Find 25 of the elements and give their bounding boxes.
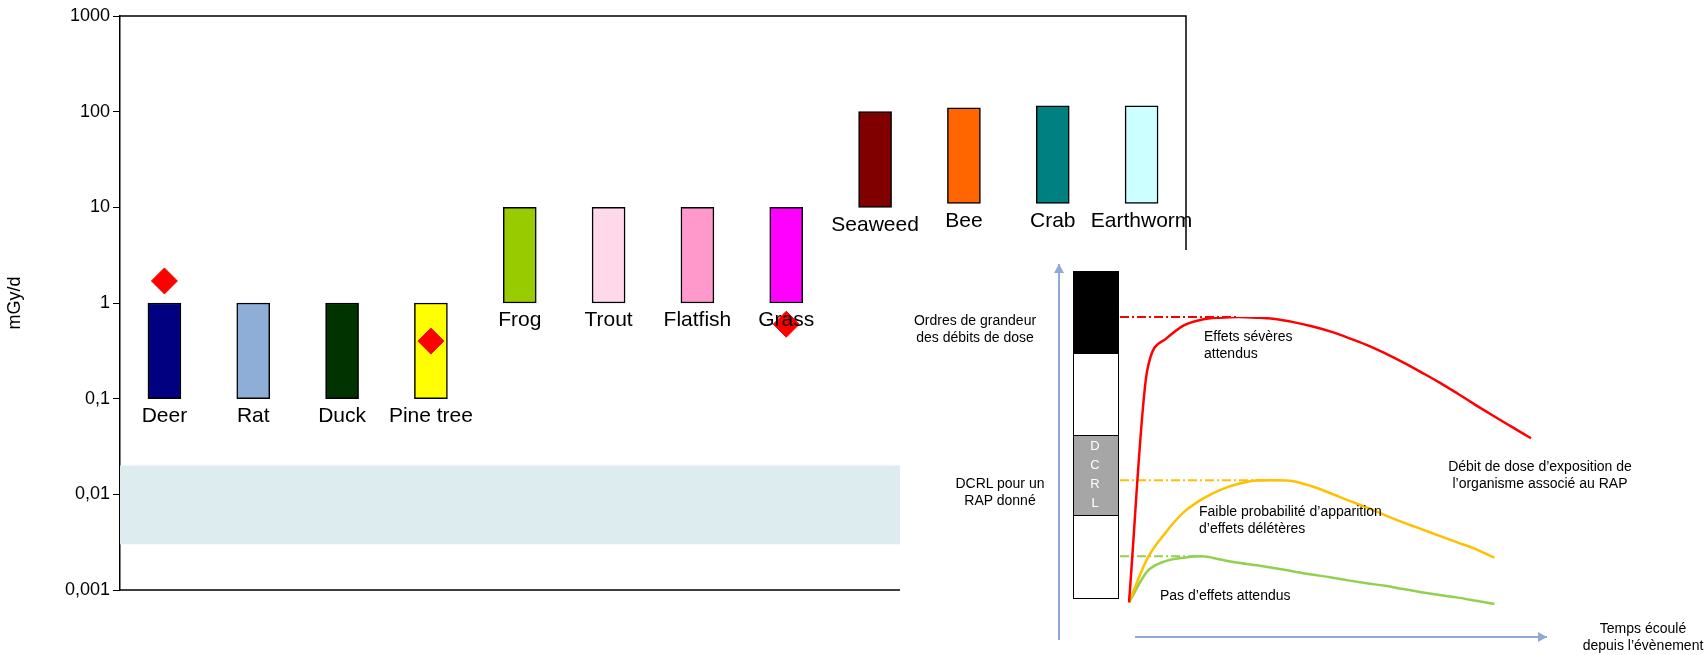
x-tick-label: Pine tree bbox=[388, 402, 473, 426]
annotation: Débit de dose d’exposition de l’organisme associé au RAP bbox=[1447, 458, 1633, 492]
x-tick-label: Deer bbox=[141, 402, 188, 426]
x-tick-label: Flatfish bbox=[663, 307, 732, 331]
annotation: Pas d’effets attendus bbox=[1160, 587, 1292, 604]
y-tick-label: 0,001 bbox=[64, 578, 110, 599]
x-tick-label: Crab bbox=[1029, 207, 1076, 231]
y-tick-label: 1000 bbox=[69, 4, 110, 25]
y-axis-title: mGy/d bbox=[3, 276, 24, 330]
y-tick-label: 0,01 bbox=[74, 483, 110, 504]
annotation: Ordres de grandeur des débits de dose bbox=[912, 312, 1038, 346]
annotation: DCRL bbox=[1089, 437, 1101, 512]
x-axis-title: Temps écoulé depuis l’évènement bbox=[1581, 620, 1705, 654]
x-tick-label: Rat bbox=[236, 402, 270, 426]
y-tick-label: 10 bbox=[89, 196, 110, 217]
x-tick-label: Trout bbox=[584, 307, 633, 331]
x-tick-label: Bee bbox=[945, 207, 983, 231]
annotation: DCRL pour un RAP donné bbox=[954, 475, 1046, 509]
y-tick-label: 1 bbox=[99, 291, 110, 312]
y-tick-label: 100 bbox=[79, 100, 110, 121]
x-tick-label: Frog bbox=[498, 307, 542, 331]
x-tick-label: Seaweed bbox=[831, 211, 919, 235]
x-tick-label: Duck bbox=[318, 402, 367, 426]
annotation: Effets sévères attendus bbox=[1204, 328, 1294, 362]
y-tick-label: 0,1 bbox=[84, 387, 110, 408]
